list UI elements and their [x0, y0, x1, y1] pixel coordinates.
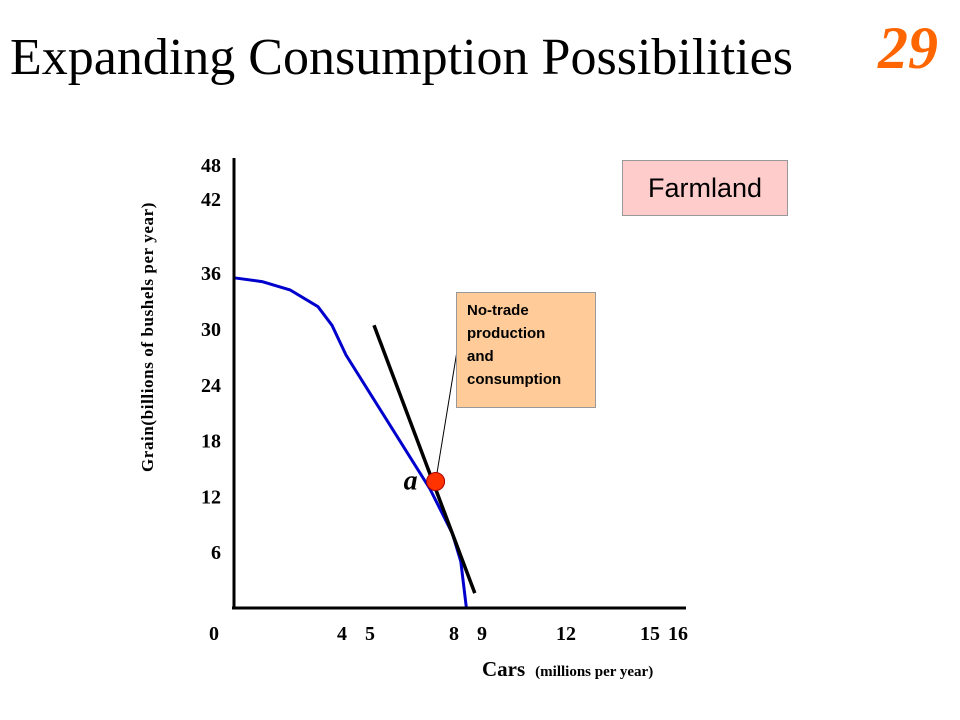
x-tick-label: 9 [477, 623, 487, 645]
x-tick-label: 15 [640, 623, 660, 645]
no-trade-callout: No-trade production and consumption [456, 292, 596, 408]
y-tick-label: 12 [201, 486, 221, 508]
callout-line: production [467, 325, 546, 342]
y-tick-label: 24 [201, 375, 221, 397]
x-tick-labels: 0 4 5 8 9 12 15 16 [209, 623, 688, 645]
series-layer [233, 276, 477, 609]
y-tick-label: 6 [211, 542, 221, 564]
y-tick-label: 42 [201, 189, 221, 211]
x-tick-label: 8 [449, 623, 459, 645]
point-a-label: a [404, 466, 418, 497]
x-tick-label: 12 [556, 623, 576, 645]
callout-line: consumption [467, 371, 562, 388]
slide-number: 29 [878, 15, 938, 81]
y-tick-labels: 6 12 18 24 30 36 42 48 [201, 155, 221, 564]
slide-title: Expanding Consumption Possibilities [10, 29, 793, 86]
x-axis-label-unit: (millions per year) [535, 664, 653, 680]
callout-leader-line [435, 344, 459, 482]
x-tick-label: 16 [668, 623, 688, 645]
y-axis-label: Grain(billions of bushels per year) [138, 202, 157, 472]
point-a-marker [426, 472, 446, 492]
x-tick-label: 0 [209, 623, 219, 645]
production-possibilities-curve-line [233, 276, 468, 609]
callout-line: and [467, 348, 494, 365]
x-axis-label: Cars (millions per year) [482, 657, 653, 681]
y-tick-label: 18 [201, 431, 221, 453]
region-label-farmland: Farmland [622, 160, 788, 216]
x-tick-label: 5 [365, 623, 375, 645]
x-axis-label-main: Cars [482, 657, 525, 681]
x-tick-label: 4 [337, 623, 347, 645]
callout-line: No-trade [467, 302, 529, 319]
y-tick-label: 48 [201, 155, 221, 177]
price-line-line [372, 324, 477, 594]
y-tick-label: 30 [201, 319, 221, 341]
y-tick-label: 36 [201, 263, 221, 285]
